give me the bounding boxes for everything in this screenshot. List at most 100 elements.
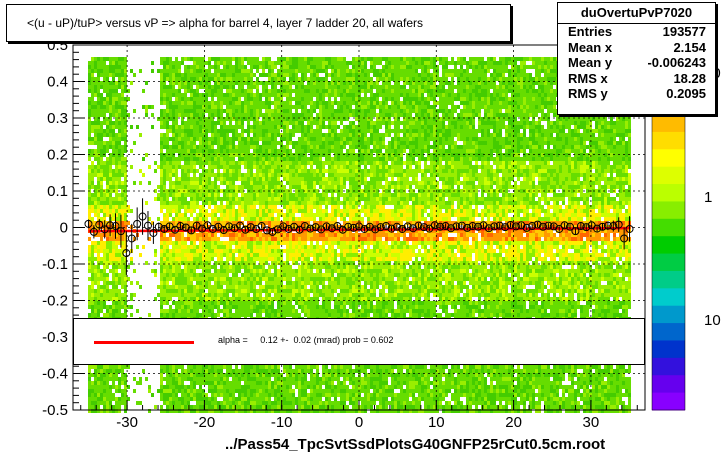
- density-cell: [106, 189, 109, 193]
- density-cell: [253, 129, 256, 133]
- density-cell: [175, 57, 178, 61]
- density-cell: [115, 405, 118, 409]
- density-cell: [247, 241, 250, 245]
- density-cell: [292, 237, 295, 241]
- density-cell: [199, 193, 202, 197]
- density-cell: [118, 389, 121, 393]
- density-cell: [166, 129, 169, 133]
- density-cell: [292, 77, 295, 81]
- density-cell: [265, 241, 268, 245]
- density-cell: [220, 209, 223, 213]
- density-cell: [211, 405, 214, 409]
- density-cell: [214, 233, 217, 237]
- density-cell: [241, 249, 244, 253]
- density-cell: [178, 397, 181, 401]
- density-cell: [214, 393, 217, 397]
- density-cell: [199, 117, 202, 121]
- density-cell: [160, 253, 163, 257]
- density-cell: [196, 273, 199, 277]
- density-cell: [94, 133, 97, 137]
- density-cell: [223, 373, 226, 377]
- density-cell: [214, 77, 217, 81]
- density-cell: [223, 61, 226, 65]
- density-cell: [112, 69, 115, 73]
- density-cell: [220, 149, 223, 153]
- density-cell: [253, 149, 256, 153]
- density-cell: [115, 69, 118, 73]
- density-cell: [229, 277, 232, 281]
- density-cell: [214, 305, 217, 309]
- density-cell: [112, 125, 115, 129]
- density-cell: [202, 73, 205, 77]
- density-cell: [211, 101, 214, 105]
- density-cell: [217, 261, 220, 265]
- density-cell: [169, 73, 172, 77]
- density-cell: [250, 269, 253, 273]
- density-cell: [178, 125, 181, 129]
- density-cell: [265, 185, 268, 189]
- density-cell: [94, 277, 97, 281]
- density-cell: [109, 105, 112, 109]
- density-cell: [277, 173, 280, 177]
- density-cell: [232, 285, 235, 289]
- density-cell: [124, 65, 127, 69]
- density-cell: [145, 105, 148, 109]
- density-cell: [97, 173, 100, 177]
- density-cell: [202, 217, 205, 221]
- density-cell: [214, 85, 217, 89]
- density-cell: [106, 117, 109, 121]
- density-cell: [172, 137, 175, 141]
- density-cell: [175, 189, 178, 193]
- density-cell: [163, 241, 166, 245]
- density-cell: [199, 153, 202, 157]
- density-cell: [109, 249, 112, 253]
- density-cell: [292, 61, 295, 65]
- density-cell: [268, 205, 271, 209]
- density-cell: [277, 409, 280, 413]
- density-cell: [112, 297, 115, 301]
- density-cell: [295, 261, 298, 265]
- density-cell: [106, 129, 109, 133]
- density-cell: [265, 221, 268, 225]
- density-cell: [172, 209, 175, 213]
- density-cell: [121, 293, 124, 297]
- density-cell: [181, 301, 184, 305]
- density-cell: [253, 373, 256, 377]
- density-cell: [247, 173, 250, 177]
- density-cell: [190, 265, 193, 269]
- density-cell: [244, 141, 247, 145]
- density-cell: [274, 157, 277, 161]
- density-cell: [217, 313, 220, 317]
- density-cell: [247, 257, 250, 261]
- density-cell: [295, 253, 298, 257]
- density-cell: [190, 257, 193, 261]
- density-cell: [100, 177, 103, 181]
- density-cell: [94, 61, 97, 65]
- density-cell: [121, 193, 124, 197]
- density-cell: [160, 137, 163, 141]
- density-cell: [229, 385, 232, 389]
- density-cell: [190, 301, 193, 305]
- density-cell: [121, 161, 124, 165]
- density-cell: [94, 137, 97, 141]
- density-cell: [91, 225, 94, 229]
- density-cell: [244, 77, 247, 81]
- density-cell: [91, 177, 94, 181]
- density-cell: [196, 97, 199, 101]
- density-cell: [241, 201, 244, 205]
- density-cell: [286, 281, 289, 285]
- density-cell: [202, 381, 205, 385]
- density-cell: [235, 313, 238, 317]
- density-cell: [262, 257, 265, 261]
- density-cell: [208, 193, 211, 197]
- density-cell: [115, 301, 118, 305]
- density-cell: [163, 185, 166, 189]
- density-cell: [118, 153, 121, 157]
- density-cell: [292, 157, 295, 161]
- density-cell: [262, 373, 265, 377]
- density-cell: [217, 293, 220, 297]
- density-cell: [247, 101, 250, 105]
- density-cell: [187, 233, 190, 237]
- density-cell: [124, 57, 127, 61]
- density-cell: [235, 73, 238, 77]
